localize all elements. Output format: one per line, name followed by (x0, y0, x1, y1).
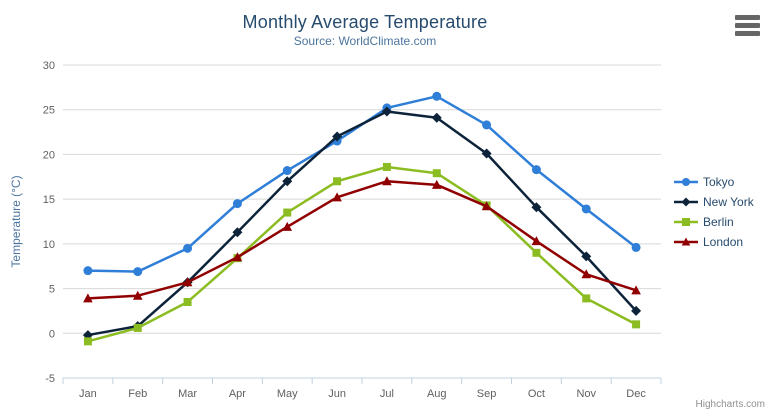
page-title: Monthly Average Temperature (242, 12, 488, 32)
x-axis-label: Jul (380, 388, 394, 400)
y-axis-title: Temperature (°C) (9, 175, 23, 267)
legend-item-label: Berlin (703, 215, 734, 229)
london-marker[interactable] (232, 252, 243, 262)
x-axis-label: May (277, 388, 298, 400)
london-marker[interactable] (531, 236, 542, 246)
x-axis-label: Nov (576, 388, 596, 400)
chart-legend: Tokyo New York Berlin London (674, 174, 754, 250)
hamburger-menu-icon[interactable] (735, 15, 760, 36)
berlin-marker[interactable] (183, 297, 192, 306)
tokyo-marker[interactable] (133, 267, 143, 277)
berlin-marker[interactable] (582, 294, 591, 303)
x-axis-label: Sep (477, 388, 497, 400)
london-marker[interactable] (481, 201, 492, 211)
london-legend-marker-icon (674, 237, 698, 246)
y-axis-label: 30 (43, 60, 55, 72)
tokyo-marker[interactable] (631, 242, 641, 252)
berlin-marker[interactable] (632, 320, 641, 329)
legend-item-new-york[interactable]: New York (674, 194, 754, 210)
new-york-marker[interactable] (282, 176, 293, 187)
menu-bar (735, 31, 760, 36)
new-york-marker[interactable] (531, 202, 542, 213)
new-york-legend-marker-icon (674, 197, 698, 207)
berlin-marker[interactable] (283, 208, 292, 217)
menu-bar (735, 23, 760, 28)
berlin-marker[interactable] (382, 162, 391, 171)
berlin-marker[interactable] (333, 177, 342, 186)
new-york-marker[interactable] (431, 112, 442, 123)
tokyo-marker[interactable] (83, 266, 93, 276)
tokyo-marker[interactable] (232, 199, 242, 209)
page-subtitle: Source: WorldClimate.com (293, 34, 437, 48)
y-axis-label: 15 (43, 194, 55, 206)
tokyo-legend-marker-icon (674, 178, 698, 186)
berlin-marker[interactable] (133, 323, 142, 332)
x-axis-label: Jan (79, 388, 97, 400)
y-axis-label: 25 (43, 105, 55, 117)
london-marker[interactable] (132, 290, 143, 300)
berlin-line (87, 165, 637, 343)
legend-item-berlin[interactable]: Berlin (674, 214, 754, 230)
tokyo-marker[interactable] (183, 243, 193, 253)
menu-bar (735, 15, 760, 20)
london-marker[interactable] (282, 221, 293, 231)
y-axis-label: -5 (45, 373, 55, 385)
berlin-marker[interactable] (432, 169, 441, 178)
y-axis-label: 5 (49, 284, 55, 296)
berlin-marker[interactable] (532, 248, 541, 257)
london-marker[interactable] (332, 192, 342, 202)
legend-item-tokyo[interactable]: Tokyo (674, 174, 754, 190)
legend-item-label: New York (703, 195, 754, 209)
new-york-marker[interactable] (481, 148, 492, 159)
y-axis-label: 10 (43, 239, 55, 251)
new-york-line (87, 110, 638, 337)
tokyo-marker[interactable] (531, 165, 541, 175)
london-marker[interactable] (182, 277, 193, 287)
x-axis-label: Oct (528, 388, 545, 400)
london-marker[interactable] (382, 176, 392, 186)
x-axis-label: Mar (178, 388, 197, 400)
london-marker[interactable] (83, 293, 93, 303)
x-axis-label: Dec (626, 388, 646, 400)
tokyo-marker[interactable] (581, 204, 591, 214)
tokyo-marker[interactable] (282, 166, 292, 176)
x-axis-label: Feb (128, 388, 147, 400)
tokyo-marker[interactable] (432, 91, 442, 101)
legend-item-label: London (703, 235, 744, 249)
tokyo-marker[interactable] (482, 120, 492, 130)
x-axis-label: Aug (427, 388, 447, 400)
x-axis-label: Apr (229, 388, 246, 400)
new-york-marker[interactable] (332, 131, 343, 142)
x-axis-label: Jun (328, 388, 346, 400)
legend-item-label: Tokyo (703, 175, 735, 189)
credits-link[interactable]: Highcharts.com (695, 399, 765, 410)
new-york-marker[interactable] (232, 227, 243, 238)
new-york-marker[interactable] (631, 305, 642, 316)
london-marker[interactable] (631, 285, 641, 295)
legend-item-london[interactable]: London (674, 234, 754, 250)
tokyo-line (87, 95, 637, 273)
berlin-legend-marker-icon (674, 218, 698, 226)
london-line (87, 180, 637, 300)
london-marker[interactable] (431, 179, 442, 189)
london-marker[interactable] (581, 269, 592, 279)
berlin-marker[interactable] (83, 337, 92, 346)
y-axis-label: 0 (49, 328, 55, 340)
new-york-marker[interactable] (581, 251, 592, 262)
y-axis-label: 20 (43, 149, 55, 161)
new-york-marker[interactable] (381, 106, 392, 117)
